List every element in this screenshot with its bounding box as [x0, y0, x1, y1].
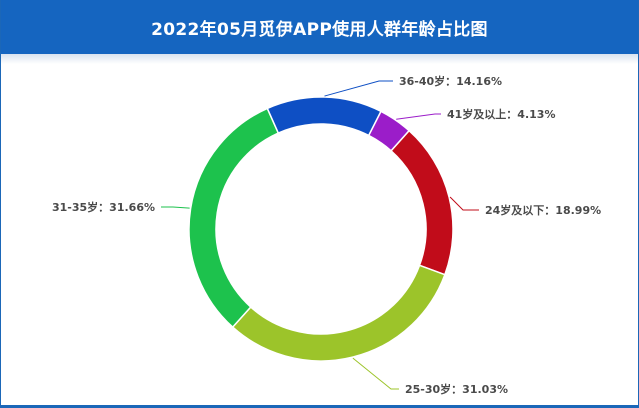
header-bar: 2022年05月觅伊APP使用人群年龄占比图 [1, 0, 638, 54]
leader-line-25-30 [352, 357, 399, 390]
data-label-31-35: 31-35岁：31.66% [52, 200, 155, 214]
leader-line-24-under [449, 196, 479, 211]
data-label-24-under: 24岁及以下：18.99% [485, 203, 601, 217]
data-label-41-plus: 41岁及以上：4.13% [447, 107, 555, 121]
slice-36-40 [266, 96, 382, 137]
data-label-25-30: 25-30岁：31.03% [405, 382, 508, 396]
leader-line-41-plus [396, 113, 441, 120]
leader-line-31-35 [161, 206, 190, 209]
slice-31-35 [188, 107, 280, 329]
header-shadow [1, 54, 638, 64]
leader-line-36-40 [324, 80, 393, 97]
slice-25-30 [231, 264, 446, 362]
slice-24-under [390, 129, 454, 276]
data-label-36-40: 36-40岁：14.16% [399, 74, 502, 88]
chart-title: 2022年05月觅伊APP使用人群年龄占比图 [151, 19, 488, 40]
